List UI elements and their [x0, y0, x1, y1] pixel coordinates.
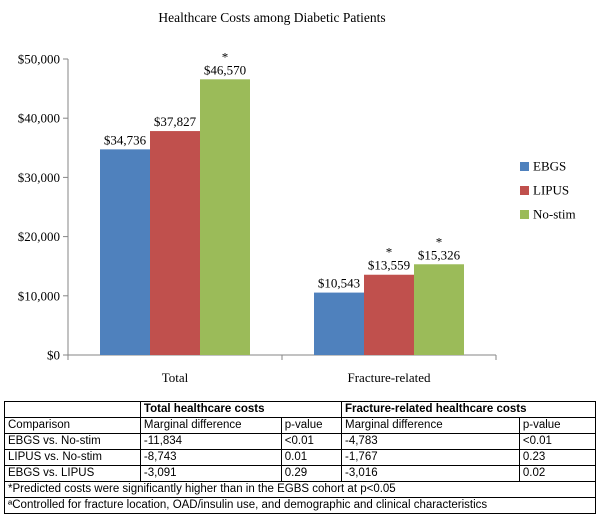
table-cell: 0.29	[280, 465, 343, 482]
table-cell: <0.01	[280, 433, 343, 450]
table-cell: -4,783	[341, 433, 520, 450]
significance-star: *	[436, 234, 443, 249]
column-header: Marginal difference	[139, 417, 282, 434]
table-corner-cell	[4, 401, 141, 418]
table-column-header-row: Comparison Marginal difference p-value M…	[4, 417, 597, 434]
bars	[100, 79, 464, 355]
table-group-header-row: Total healthcare costs Fracture-related …	[4, 401, 596, 418]
y-tick-label: $50,000	[18, 52, 60, 67]
table-cell: -11,834	[139, 433, 282, 450]
table-cell: -3,016	[341, 465, 520, 482]
bar-ebgs	[100, 149, 150, 355]
column-header: Comparison	[4, 417, 141, 434]
table-cell: -1,767	[341, 449, 520, 466]
bar-no-stim	[200, 79, 250, 355]
y-tick-label: $0	[47, 348, 60, 363]
table-row: EBGS vs. No-stim -11,834 <0.01 -4,783 <0…	[4, 433, 597, 450]
x-tick-label: Fracture-related	[347, 370, 431, 385]
y-axis-ticks: $0 $10,000 $20,000 $30,000 $40,000 $50,000	[18, 52, 68, 363]
x-axis-labels: Total Fracture-related	[162, 370, 431, 385]
bar-chart: Healthcare Costs among Diabetic Patients…	[18, 10, 576, 385]
bar-value-label: $15,326	[418, 247, 461, 262]
table-footnote-row: *Predicted costs were significantly high…	[4, 481, 596, 498]
legend: EBGS LIPUS No-stim	[520, 159, 576, 222]
legend-swatch	[520, 210, 529, 219]
legend-label: No-stim	[533, 207, 576, 222]
significance-star: *	[222, 49, 229, 64]
chart-title: Healthcare Costs among Diabetic Patients	[158, 10, 385, 25]
table-cell: 0.01	[280, 449, 343, 466]
group-header-fracture: Fracture-related healthcare costs	[341, 401, 596, 418]
table-cell: EBGS vs. LIPUS	[4, 465, 141, 482]
x-tick-label: Total	[162, 370, 189, 385]
footnote-significance: *Predicted costs were significantly high…	[4, 481, 596, 498]
footnote-controlled: ªControlled for fracture location, OAD/i…	[4, 497, 596, 514]
legend-swatch	[520, 162, 529, 171]
table-footnote-row: ªControlled for fracture location, OAD/i…	[4, 497, 596, 514]
bar-no-stim	[414, 264, 464, 355]
table-cell: -8,743	[139, 449, 282, 466]
table-row: EBGS vs. LIPUS -3,091 0.29 -3,016 0.02	[4, 465, 597, 482]
bar-value-label: $10,543	[318, 276, 360, 291]
significance-star: *	[386, 245, 393, 260]
legend-label: LIPUS	[533, 183, 569, 198]
table-cell: <0.01	[518, 433, 597, 450]
legend-label: EBGS	[533, 159, 566, 174]
y-tick-label: $20,000	[18, 229, 60, 244]
table-cell: 0.23	[518, 449, 597, 466]
table-cell: EBGS vs. No-stim	[4, 433, 141, 450]
column-header: Marginal difference	[341, 417, 520, 434]
table-cell: LIPUS vs. No-stim	[4, 449, 141, 466]
group-header-total: Total healthcare costs	[139, 401, 343, 418]
bar-value-label: $46,570	[204, 62, 246, 77]
y-tick-label: $30,000	[18, 170, 60, 185]
column-header: p-value	[518, 417, 597, 434]
results-table: Total healthcare costs Fracture-related …	[4, 401, 597, 514]
bar-value-labels: $34,736$37,827$46,570*$10,543$13,559* $15…	[104, 49, 461, 290]
table-cell: -3,091	[139, 465, 282, 482]
column-header: p-value	[280, 417, 343, 434]
bar-lipus	[150, 131, 200, 355]
bar-value-label: $34,736	[104, 132, 147, 147]
y-tick-label: $10,000	[18, 288, 60, 303]
y-tick-label: $40,000	[18, 111, 60, 126]
table-cell: 0.02	[518, 465, 597, 482]
bar-value-label: $13,559	[368, 258, 410, 273]
legend-swatch	[520, 186, 529, 195]
bar-value-label: $37,827	[154, 114, 197, 129]
table-row: LIPUS vs. No-stim -8,743 0.01 -1,767 0.2…	[4, 449, 597, 466]
bar-lipus	[364, 274, 414, 355]
bar-ebgs	[314, 292, 364, 355]
